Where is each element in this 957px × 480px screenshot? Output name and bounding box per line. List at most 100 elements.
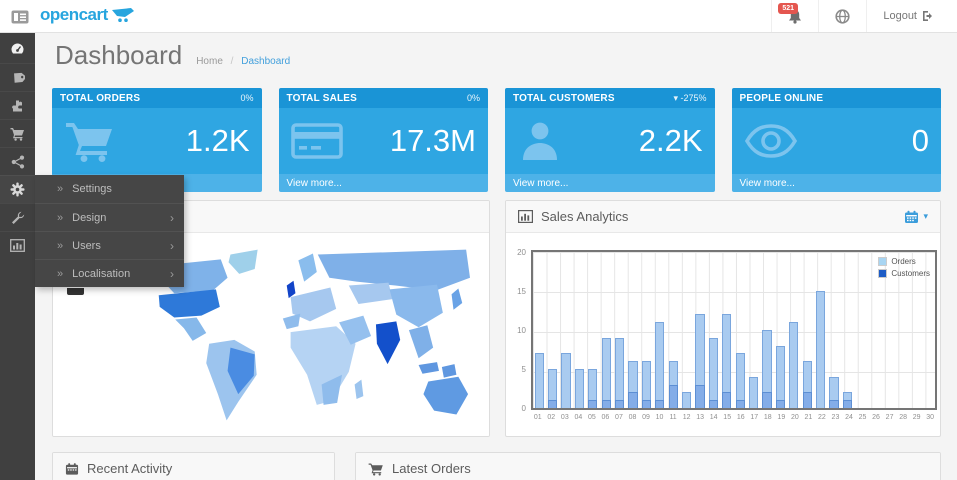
- sidebar-item-extensions[interactable]: [0, 91, 35, 119]
- sales-analytics-header: Sales Analytics ▾: [506, 201, 940, 233]
- stores-button[interactable]: [818, 0, 866, 32]
- topbar: opencart 521: [0, 0, 957, 33]
- view-more-link[interactable]: View more...: [505, 174, 715, 192]
- system-gear-icon: [10, 182, 25, 197]
- sidebar-item-dashboard[interactable]: [0, 35, 35, 63]
- chart-x-axis: 01 02 03 04 05 06 07 08 09 10 11 12 13 14 15 16 17 18 19 20…: [533, 414, 935, 421]
- sales-analytics-chart: 0 5 10 15 20 Orders Customers 01 02 03 04 05 06 07…: [506, 233, 940, 436]
- chart-bar-orders: [561, 353, 571, 408]
- submenu-item-settings[interactable]: » Settings: [57, 183, 112, 195]
- calendar-icon: [65, 462, 79, 475]
- tile-label: TOTAL CUSTOMERS: [513, 92, 615, 104]
- eye-icon: [744, 124, 797, 158]
- chart-bar-orders: [802, 361, 812, 408]
- chart-bar-orders: [775, 345, 786, 408]
- logout-label: Logout: [883, 10, 917, 22]
- chart-bar-orders: [668, 361, 678, 408]
- chart-bar-customers: [762, 392, 772, 408]
- user-icon: [523, 122, 557, 160]
- double-arrow-icon: »: [57, 211, 64, 224]
- credit-card-icon: [290, 123, 343, 159]
- sidebar-item-system[interactable]: [0, 175, 35, 203]
- chart-bar-orders: [534, 353, 544, 408]
- orders-swatch: [878, 257, 888, 266]
- panel-title: Sales Analytics: [541, 209, 629, 224]
- submenu-item-design[interactable]: » Design ›: [35, 203, 184, 231]
- menu-toggle-button[interactable]: [8, 7, 32, 26]
- chart-bar-orders: [815, 291, 826, 408]
- chevron-right-icon: ›: [170, 238, 174, 253]
- chart-bar-orders: [789, 322, 799, 408]
- tile-delta-down: ▾ -275%: [673, 92, 707, 103]
- chart-bar-customers: [668, 384, 678, 408]
- sidebar-item-catalog[interactable]: [0, 63, 35, 91]
- tile-value: 0: [911, 123, 929, 158]
- page-title: Dashboard: [55, 40, 183, 70]
- opencart-logo[interactable]: opencart: [40, 5, 135, 25]
- view-more-link[interactable]: View more...: [278, 174, 488, 192]
- panel-title: Recent Activity: [87, 461, 173, 476]
- breadcrumb-current[interactable]: Dashboard: [241, 56, 291, 67]
- chart-bar-customers: [588, 400, 598, 408]
- chart-bar-orders: [655, 322, 665, 408]
- menu-toggle-icon: [11, 10, 29, 23]
- chart-y-axis: 0 5 10 15 20: [517, 248, 526, 413]
- chart-plot: Orders Customers: [531, 250, 937, 410]
- chart-bar-orders: [735, 353, 745, 408]
- dashboard-gauge-icon: [11, 43, 24, 54]
- tile-delta: 0%: [240, 93, 254, 103]
- sidebar-item-reports[interactable]: [0, 231, 35, 259]
- tile-value: 17.3M: [389, 123, 476, 158]
- date-range-button[interactable]: ▾: [904, 210, 928, 224]
- chart-bar-customers: [655, 400, 665, 408]
- panel-title: Latest Orders: [392, 461, 471, 476]
- chart-legend: Orders Customers: [878, 257, 930, 278]
- chart-bar-customers: [802, 392, 812, 408]
- globe-icon: [835, 8, 850, 24]
- chart-bar-orders: [628, 361, 638, 408]
- chart-bar-customers: [614, 400, 625, 408]
- reports-chart-icon: [10, 239, 25, 252]
- submenu-item-users[interactable]: » Users ›: [35, 231, 184, 259]
- chart-bar-customers: [775, 400, 786, 408]
- chart-bar-customers: [695, 384, 705, 408]
- topbar-actions: 521 Logout: [771, 0, 951, 32]
- notification-badge: 521: [778, 3, 799, 14]
- chart-bar-customers: [842, 400, 853, 408]
- shopping-cart-icon: [66, 123, 112, 162]
- double-arrow-icon: »: [57, 183, 64, 195]
- chevron-right-icon: ›: [170, 266, 174, 281]
- tile-value: 1.2K: [185, 123, 250, 158]
- submenu-item-localisation[interactable]: » Localisation ›: [35, 259, 184, 287]
- legend-item-customers: Customers: [878, 269, 930, 278]
- view-more-link[interactable]: View more...: [731, 174, 941, 192]
- breadcrumb-home[interactable]: Home: [196, 56, 223, 67]
- logout-button[interactable]: Logout: [866, 0, 951, 32]
- chart-bar-orders: [695, 314, 705, 408]
- tools-wrench-icon: [11, 211, 24, 224]
- chart-bar-orders: [762, 330, 772, 408]
- tile-label: TOTAL ORDERS: [60, 92, 141, 104]
- map-zoom-button[interactable]: [67, 288, 84, 295]
- sidebar-item-tools[interactable]: [0, 203, 35, 231]
- sidebar-item-sales[interactable]: [0, 119, 35, 147]
- chart-bar-orders: [547, 369, 558, 408]
- chart-bar-customers: [722, 392, 732, 408]
- shopping-cart-icon: [368, 462, 383, 476]
- chart-bar-customers: [708, 400, 719, 408]
- chart-bar-orders: [614, 337, 625, 408]
- double-arrow-icon: »: [57, 239, 64, 252]
- bar-chart-icon: [518, 210, 533, 223]
- sidebar-item-marketing[interactable]: [0, 147, 35, 175]
- notifications-button[interactable]: 521: [771, 0, 818, 32]
- sidebar-nav: [0, 33, 35, 480]
- system-submenu: » Settings » Design › » Users › » Locali…: [35, 175, 184, 287]
- latest-orders-header: Latest Orders: [356, 453, 940, 480]
- chart-bar-customers: [829, 400, 839, 408]
- chart-bar-orders: [574, 369, 585, 408]
- sales-cart-icon: [10, 127, 24, 141]
- chart-bar-customers: [735, 400, 745, 408]
- catalog-tag-icon: [13, 72, 25, 83]
- logo-text: opencart: [40, 5, 108, 24]
